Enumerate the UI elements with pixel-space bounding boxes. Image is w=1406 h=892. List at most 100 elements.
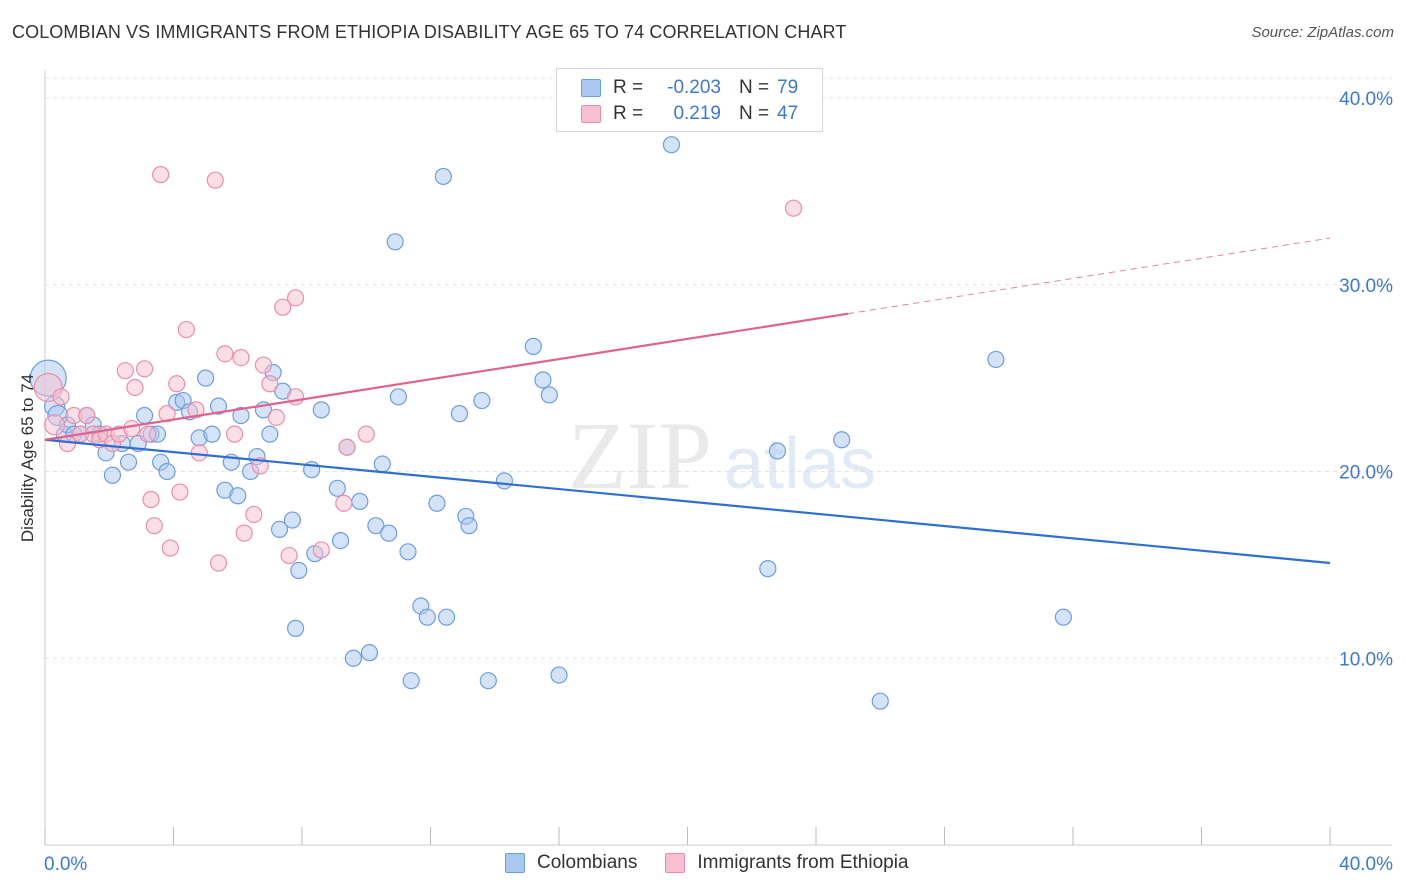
colombian-point (987, 350, 1005, 369)
colombian-point (1054, 608, 1072, 626)
colombian-point (380, 524, 398, 542)
ethiopia-point (206, 171, 224, 189)
legend-label-ethiopia: Immigrants from Ethiopia (697, 852, 909, 873)
colombian-point (479, 672, 497, 690)
legend-swatch-pink (581, 105, 601, 123)
ethiopia-point (251, 457, 269, 475)
ethiopia-point (78, 406, 96, 425)
y-tick-label: 10.0% (1339, 649, 1393, 670)
ethiopia-point (44, 414, 66, 436)
colombian-point (351, 492, 369, 510)
colombian-point (344, 649, 362, 667)
legend-r-label: R = (613, 103, 644, 124)
ethiopia-point (161, 539, 179, 557)
legend-item-colombians: Colombians (505, 852, 637, 874)
colombian-point (103, 466, 122, 484)
colombian-point (229, 487, 247, 505)
legend-n-value: 47 (777, 103, 799, 124)
watermark-atlas: atlas (724, 424, 876, 504)
legend-n-label: N = (739, 103, 770, 124)
correlation-legend: R = -0.203 N = 79 R = 0.219 N = 47 (556, 68, 823, 132)
watermark: ZIP atlas (568, 402, 876, 509)
legend-row-colombians: R = -0.203 N = 79 (581, 77, 798, 99)
ethiopia-point (235, 524, 253, 542)
colombian-point (209, 397, 228, 415)
colombian-point (119, 453, 138, 471)
legend-r-label: R = (613, 77, 644, 98)
colombian-point (524, 337, 542, 355)
y-axis-label: Disability Age 65 to 74 (18, 373, 37, 543)
y-tick-label: 20.0% (1339, 463, 1393, 484)
legend-n-value: 79 (777, 77, 799, 98)
colombian-point (434, 167, 452, 186)
colombian-point (759, 560, 777, 578)
ethiopia-point (267, 408, 285, 426)
y-tick-label: 30.0% (1339, 276, 1393, 297)
colombian-point (662, 136, 681, 154)
colombian-point (367, 517, 385, 535)
ethiopia-point (357, 425, 375, 443)
colombian-point (203, 425, 221, 443)
data-points (29, 136, 1072, 710)
colombian-point (331, 532, 350, 550)
colombian-point (871, 692, 889, 710)
axes (44, 70, 1392, 846)
trend-line-colombians (44, 438, 1331, 565)
ethiopia-point (245, 505, 263, 524)
trend-line-ethiopia (44, 312, 849, 441)
legend-label-colombians: Colombians (537, 852, 638, 873)
tick-labels: 10.0% 20.0% 30.0% 40.0% 0.0% 40.0% (44, 89, 1393, 875)
colombian-point (437, 608, 456, 626)
ethiopia-point (225, 425, 244, 443)
ethiopia-point (126, 378, 144, 397)
colombian-point (473, 391, 491, 410)
ethiopia-point (190, 444, 208, 462)
ethiopia-point (261, 375, 279, 393)
colombian-point (768, 442, 787, 460)
ethiopia-point (135, 360, 154, 378)
colombian-point (290, 561, 308, 580)
legend-item-ethiopia: Immigrants from Ethiopia (665, 852, 909, 874)
ethiopia-point (216, 345, 234, 363)
ethiopia-point (335, 494, 353, 512)
ethiopia-point (286, 289, 305, 307)
ethiopia-point (168, 375, 186, 393)
ethiopia-point (139, 425, 157, 443)
colombian-point (389, 388, 407, 406)
colombian-point (312, 401, 330, 419)
colombian-point (418, 608, 436, 626)
ethiopia-point (52, 388, 70, 406)
grid (45, 77, 1392, 659)
ethiopia-point (338, 438, 356, 456)
ethiopia-point (123, 419, 141, 438)
y-tick-label: 40.0% (1339, 89, 1393, 110)
colombian-point (450, 405, 469, 423)
colombian-point (232, 406, 250, 425)
ethiopia-point (209, 554, 228, 572)
colombian-point (534, 371, 552, 389)
legend-row-ethiopia: R = 0.219 N = 47 (581, 103, 798, 125)
ethiopia-point (145, 517, 163, 535)
colombian-point (495, 472, 513, 490)
colombian-point (833, 431, 851, 449)
colombian-point (283, 511, 301, 529)
colombian-point (550, 666, 568, 684)
chart-title: COLOMBIAN VS IMMIGRANTS FROM ETHIOPIA DI… (12, 22, 847, 42)
legend-r-value: 0.219 (673, 103, 721, 124)
colombian-point (386, 233, 404, 251)
legend-r-value: -0.203 (667, 77, 721, 98)
colombian-point (540, 386, 558, 404)
ethiopia-point (280, 546, 298, 565)
legend-swatch-ethiopia (665, 853, 686, 873)
ethiopia-point (171, 483, 189, 501)
ethiopia-point (116, 362, 134, 380)
colombian-point (428, 494, 446, 512)
colombian-point (373, 455, 391, 473)
series-legend: Colombians Immigrants from Ethiopia (505, 852, 937, 874)
ethiopia-point (312, 541, 330, 559)
trend-lines (44, 237, 1331, 565)
colombian-point (270, 520, 289, 538)
x-tick-label: 40.0% (1339, 854, 1393, 875)
ethiopia-point (274, 298, 292, 316)
